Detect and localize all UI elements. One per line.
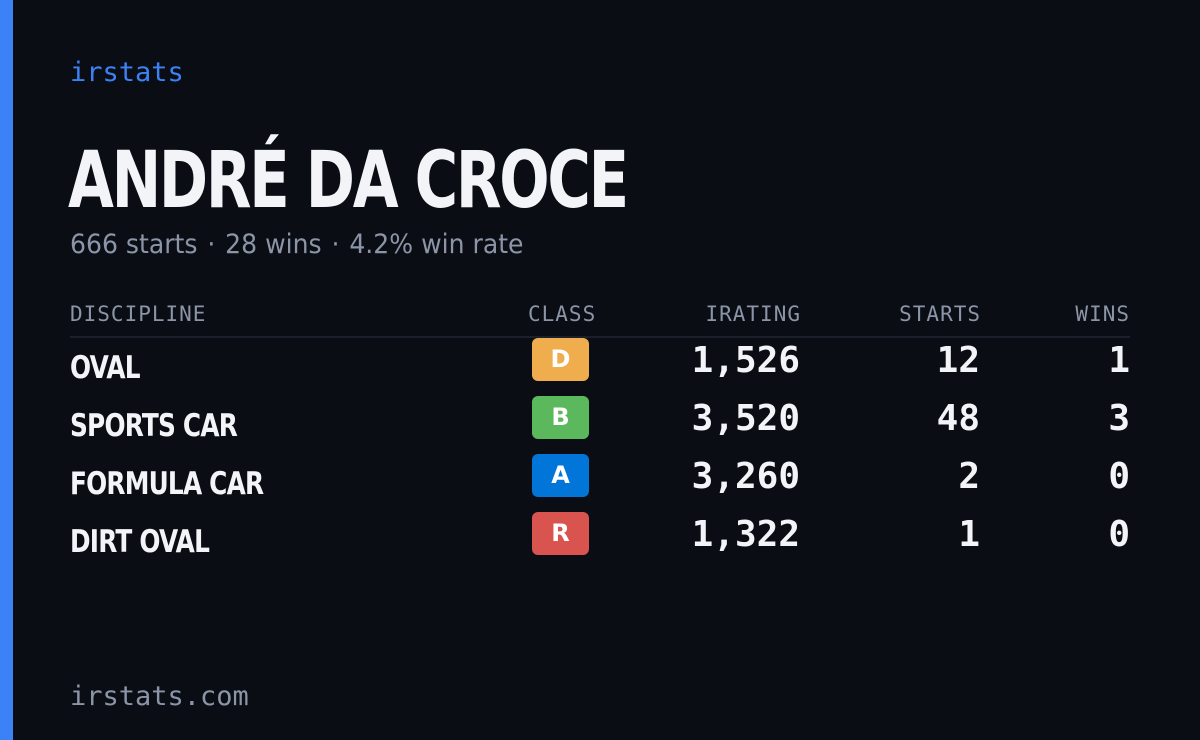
summary-separator: ·	[207, 229, 216, 260]
wins-value: 1	[1108, 340, 1130, 381]
starts-value: 48	[936, 398, 980, 439]
wins-value: 0	[1108, 514, 1130, 555]
table-header: DISCIPLINE CLASS IRATING STARTS WINS	[70, 296, 1130, 338]
license-class-badge: A	[532, 454, 589, 497]
discipline-stats-table: DISCIPLINE CLASS IRATING STARTS WINS OVA…	[70, 296, 1130, 570]
brand-logo-text: irstats	[70, 57, 184, 88]
header-starts: STARTS	[899, 302, 981, 326]
discipline-name: SPORTS CAR	[70, 408, 238, 444]
summary-separator: ·	[331, 229, 340, 260]
discipline-name: FORMULA CAR	[70, 466, 264, 502]
summary-win-rate: 4.2% win rate	[349, 229, 524, 260]
irating-value: 1,526	[691, 340, 800, 381]
summary-starts: 666 starts	[70, 229, 198, 260]
table-row-dirt-oval: DIRT OVAL R 1,322 1 0	[70, 512, 1130, 570]
header-class: CLASS	[528, 302, 597, 326]
header-wins: WINS	[1075, 302, 1130, 326]
table-row-sports-car: SPORTS CAR B 3,520 48 3	[70, 396, 1130, 454]
header-irating: IRATING	[705, 302, 801, 326]
career-summary: 666 starts · 28 wins · 4.2% win rate	[70, 226, 524, 264]
table-row-oval: OVAL D 1,526 12 1	[70, 338, 1130, 396]
header-discipline: DISCIPLINE	[70, 302, 207, 326]
accent-bar	[0, 0, 13, 740]
footer-site-url: irstats.com	[70, 681, 249, 712]
irating-value: 1,322	[691, 514, 800, 555]
starts-value: 12	[936, 340, 980, 381]
driver-name: ANDRÉ DA CROCE	[68, 136, 629, 226]
discipline-name: OVAL	[70, 350, 141, 386]
wins-value: 0	[1108, 456, 1130, 497]
irating-value: 3,520	[691, 398, 800, 439]
irating-value: 3,260	[691, 456, 800, 497]
table-row-formula-car: FORMULA CAR A 3,260 2 0	[70, 454, 1130, 512]
starts-value: 2	[958, 456, 980, 497]
summary-wins: 28 wins	[225, 229, 322, 260]
discipline-name: DIRT OVAL	[70, 524, 210, 560]
license-class-badge: R	[532, 512, 589, 555]
license-class-badge: D	[532, 338, 589, 381]
starts-value: 1	[958, 514, 980, 555]
wins-value: 3	[1108, 398, 1130, 439]
license-class-badge: B	[532, 396, 589, 439]
